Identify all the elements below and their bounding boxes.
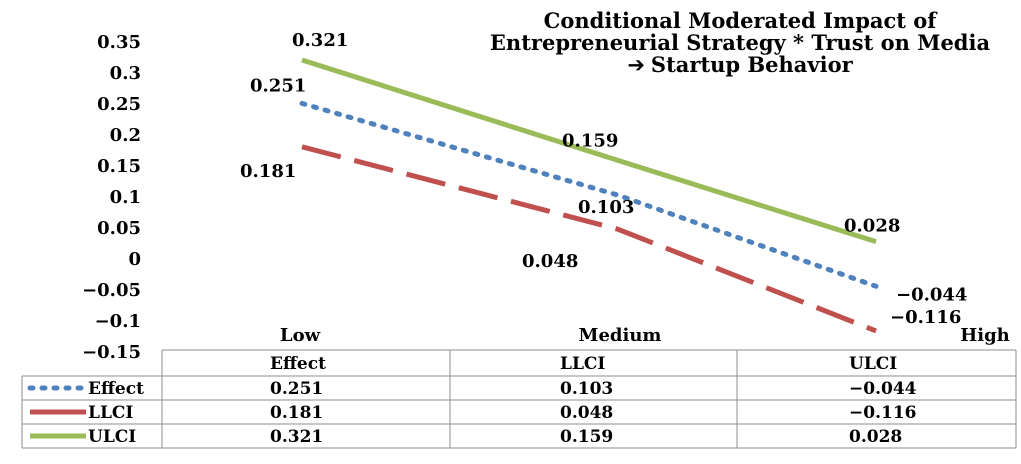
y-tick-label: 0.3: [110, 63, 141, 84]
data-label-effect: 0.103: [578, 197, 634, 218]
table-cell: 0.181: [270, 403, 323, 423]
x-category-label: Low: [280, 325, 321, 346]
y-tick-label: −0.15: [82, 342, 141, 363]
chart-title-line-3: ➔ Startup Behavior: [470, 52, 1010, 77]
series-line-llci: [301, 144, 877, 334]
x-category-label: High: [960, 325, 1010, 346]
legend-key-label: ULCI: [88, 427, 136, 447]
y-tick-label: −0.1: [95, 311, 141, 332]
series-line-ulci: [301, 57, 877, 245]
data-label-llci: 0.048: [522, 251, 578, 272]
data-label-effect: 0.251: [250, 75, 306, 96]
data-label-ulci: 0.321: [292, 30, 348, 51]
table-cell: −0.116: [849, 403, 916, 423]
y-tick-label: 0.35: [97, 32, 141, 53]
legend-key-label: LLCI: [88, 403, 133, 423]
table-cell: −0.044: [849, 379, 917, 399]
data-label-llci: −0.116: [890, 307, 961, 328]
table-cell: 0.159: [560, 427, 613, 447]
data-label-ulci: 0.028: [844, 216, 900, 237]
y-tick-label: −0.05: [82, 280, 141, 301]
table-cell: 0.028: [849, 427, 902, 447]
chart-title-line-1: Conditional Moderated Impact of: [543, 8, 937, 33]
legend-key-label: Effect: [88, 379, 144, 399]
data-labels: 0.251 0.103 −0.044 0.181 0.048 −0.116 0.321 0.1…: [240, 30, 967, 328]
data-label-ulci: 0.159: [562, 130, 618, 151]
data-label-effect: −0.044: [896, 284, 967, 305]
table-header-cell: Effect: [270, 354, 326, 374]
y-axis: 0.35 0.3 0.25 0.2 0.15 0.1 0.05 0 −0.05 −0.1 −0.15: [82, 32, 141, 363]
data-label-llci: 0.181: [240, 161, 296, 182]
table-cell: 0.321: [270, 427, 323, 447]
y-tick-label: 0: [128, 249, 141, 270]
data-table: Effect LLCI ULCI Effect 0.251 0.103 −0.044 LLCI…: [21, 349, 1017, 449]
y-tick-label: 0.1: [110, 187, 141, 208]
table-header-cell: ULCI: [849, 354, 897, 374]
table-header-cell: LLCI: [560, 354, 605, 374]
table-cell: 0.048: [560, 403, 613, 423]
chart-title-line-2: Entrepreneurial Strategy * Trust on Medi…: [489, 30, 991, 55]
series-lines: [299, 57, 879, 334]
arrow-icon: ➔: [627, 53, 645, 77]
y-tick-label: 0.15: [97, 156, 141, 177]
y-tick-label: 0.2: [110, 125, 141, 146]
x-axis-categories: Low Medium High: [280, 325, 1010, 346]
y-tick-label: 0.05: [97, 218, 141, 239]
series-line-effect: [299, 100, 879, 289]
y-tick-label: 0.25: [97, 94, 141, 115]
table-cell: 0.103: [560, 379, 613, 399]
table-cell: 0.251: [270, 379, 323, 399]
x-category-label: Medium: [579, 325, 662, 346]
chart-title-line-3-text: Startup Behavior: [650, 52, 853, 77]
